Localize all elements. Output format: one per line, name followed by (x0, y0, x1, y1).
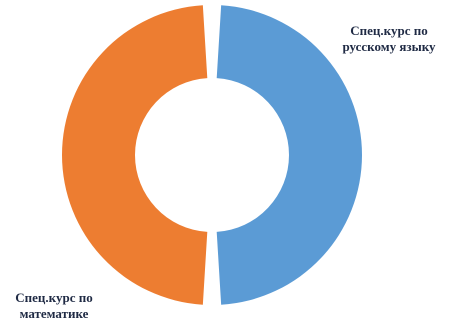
slice-label-russian: Спец.курс по русскому языку (330, 23, 448, 55)
slice-label-math: Спец.курс по математике (0, 290, 108, 322)
slice-label-math-line-2: математике (19, 306, 89, 321)
slice-label-math-line-1: Спец.курс по (15, 290, 93, 305)
slice-label-russian-line-2: русскому языку (342, 39, 436, 54)
slice-math (62, 5, 208, 305)
slice-russian (216, 5, 362, 305)
slice-label-russian-line-1: Спец.курс по (350, 23, 428, 38)
